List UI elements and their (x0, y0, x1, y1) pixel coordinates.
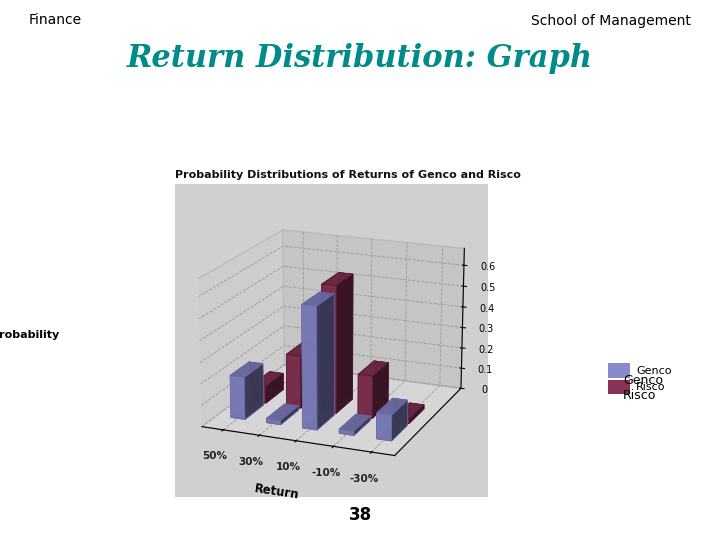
Text: School of Management: School of Management (531, 14, 691, 28)
Bar (608, 380, 630, 394)
Text: Probability Distributions of Returns of Genco and Risco: Probability Distributions of Returns of … (174, 170, 521, 180)
X-axis label: Return: Return (253, 482, 300, 502)
Text: Return Distribution: Graph: Return Distribution: Graph (127, 43, 593, 74)
Text: Genco: Genco (623, 374, 663, 387)
Text: Risco: Risco (636, 382, 665, 392)
Text: 38: 38 (348, 506, 372, 524)
Text: Genco: Genco (636, 366, 672, 376)
Bar (608, 363, 630, 378)
Text: Finance: Finance (29, 14, 82, 28)
Text: Probability: Probability (0, 330, 59, 340)
Text: Risco: Risco (623, 389, 656, 402)
